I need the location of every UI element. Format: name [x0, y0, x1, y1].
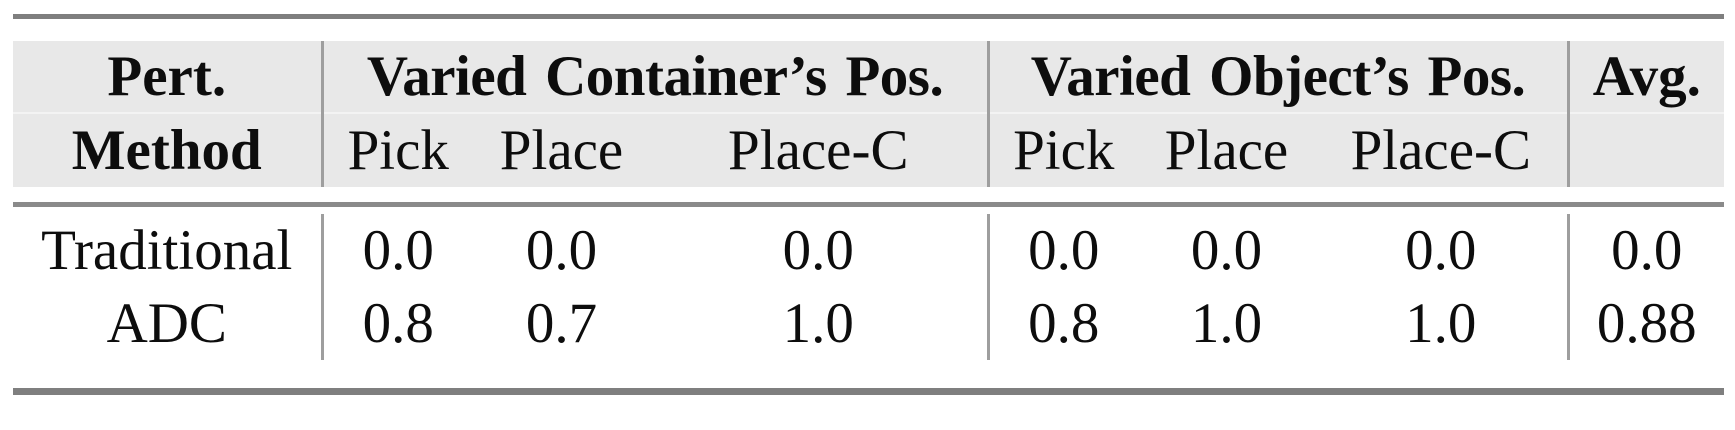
value-cell-container-pick: 0.0 — [320, 214, 473, 287]
header-sub-object-place-c: Place-C — [1315, 113, 1569, 187]
value-cell-object-place-c: 1.0 — [1315, 287, 1568, 360]
header-group-object: Varied Object’s Pos. — [986, 41, 1569, 114]
top-margin — [13, 0, 1724, 14]
spacer-above-midrule — [13, 187, 1724, 202]
value-cell-avg: 0.0 — [1566, 214, 1724, 287]
header-sub-object-place: Place — [1138, 113, 1316, 187]
spacer-above-bottomrule — [13, 360, 1724, 388]
row-label: Traditional — [13, 214, 322, 287]
results-table: Pert. Varied Container’s Pos. Varied Obj… — [13, 0, 1725, 395]
value-cell-container-pick: 0.8 — [320, 287, 473, 360]
table-row-traditional: Traditional 0.0 0.0 0.0 0.0 0.0 0.0 0.0 — [13, 214, 1724, 287]
header-sub-container-place: Place — [473, 113, 650, 187]
value-cell-object-place-c: 0.0 — [1315, 214, 1568, 287]
header-sub-container-place-c: Place-C — [650, 113, 989, 187]
header-table: Pert. Varied Container’s Pos. Varied Obj… — [13, 41, 1725, 187]
table-row-adc: ADC 0.8 0.7 1.0 0.8 1.0 1.0 0.88 — [13, 287, 1724, 360]
header-avg-spacer — [1566, 113, 1725, 187]
value-cell-object-pick: 0.0 — [986, 214, 1138, 287]
body-table: Traditional 0.0 0.0 0.0 0.0 0.0 0.0 0.0 … — [13, 214, 1724, 360]
value-cell-container-place-c: 0.0 — [650, 214, 988, 287]
value-cell-container-place-c: 1.0 — [650, 287, 988, 360]
header-row-sub: Method Pick Place Place-C Pick Place Pla… — [13, 113, 1725, 187]
bottom-rule — [13, 388, 1724, 395]
value-cell-object-pick: 0.8 — [986, 287, 1138, 360]
value-cell-object-place: 0.0 — [1138, 214, 1315, 287]
value-cell-container-place: 0.0 — [473, 214, 650, 287]
header-group-container: Varied Container’s Pos. — [320, 41, 989, 114]
header-pert: Pert. — [13, 41, 322, 114]
header-avg: Avg. — [1566, 41, 1725, 114]
value-cell-container-place: 0.7 — [473, 287, 650, 360]
row-label: ADC — [13, 287, 322, 360]
header-sub-object-pick: Pick — [986, 113, 1139, 187]
mid-rule — [13, 202, 1724, 207]
header-row-groups: Pert. Varied Container’s Pos. Varied Obj… — [13, 41, 1725, 114]
header-method: Method — [13, 113, 322, 187]
value-cell-object-place: 1.0 — [1138, 287, 1315, 360]
value-cell-avg: 0.88 — [1566, 287, 1724, 360]
top-rule — [13, 14, 1724, 19]
header-sub-container-pick: Pick — [320, 113, 473, 187]
spacer-below-midrule — [13, 207, 1724, 214]
spacer-top — [13, 19, 1724, 41]
